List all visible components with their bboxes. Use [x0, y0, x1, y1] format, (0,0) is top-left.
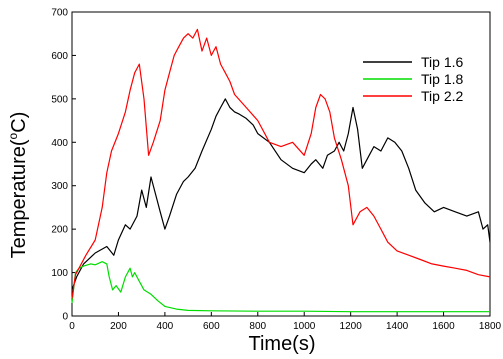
y-tick-label: 400 — [51, 138, 68, 149]
y-tick-label: 500 — [51, 94, 68, 105]
axis-ticks: 0 200 400 600 800 1000 1200 1400 1600 1800 0 100 200… — [51, 8, 501, 333]
y-tick-label: 700 — [51, 8, 68, 19]
x-tick-label: 1600 — [432, 321, 455, 332]
y-tick-label: 100 — [51, 268, 68, 279]
series-line-0 — [71, 98, 491, 291]
y-axis-label-end: C) — [8, 112, 30, 133]
series-lines — [71, 28, 491, 313]
plot-frame-group — [71, 11, 491, 317]
y-tick-label: 0 — [62, 312, 68, 323]
x-tick-label: 1800 — [479, 321, 502, 332]
series-line-2 — [71, 28, 491, 299]
series-line-1 — [71, 261, 490, 313]
x-tick-label: 800 — [249, 321, 266, 332]
x-tick-label: 200 — [110, 321, 127, 332]
x-tick-label: 400 — [157, 321, 174, 332]
x-tick-label: 1200 — [340, 321, 363, 332]
legend-label: Tip 2.2 — [421, 88, 463, 104]
y-axis-label-main: Temperature( — [8, 139, 30, 258]
y-tick-label: 600 — [51, 51, 68, 62]
x-tick-label: 0 — [69, 321, 75, 332]
x-tick-label: 1400 — [386, 321, 409, 332]
plot-frame — [71, 11, 491, 317]
legend-label: Tip 1.8 — [421, 71, 463, 87]
x-axis-label: Time(s) — [248, 333, 315, 355]
x-tick-label: 600 — [203, 321, 220, 332]
x-tick-label: 1000 — [293, 321, 316, 332]
legend-label: Tip 1.6 — [421, 54, 463, 70]
y-axis-label-sup: o — [6, 132, 20, 139]
y-tick-label: 300 — [51, 181, 68, 192]
y-axis-label: Temperature(oC) — [6, 112, 30, 259]
y-tick-label: 200 — [51, 225, 68, 236]
